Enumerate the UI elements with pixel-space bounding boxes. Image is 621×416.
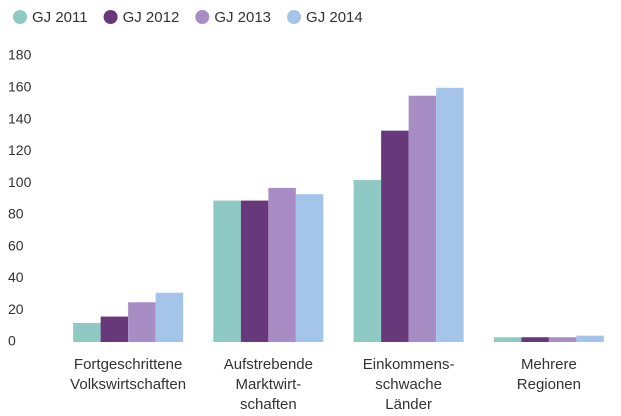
legend-label: GJ 2014 [306, 9, 363, 26]
legend-label: GJ 2011 [32, 9, 88, 26]
bar [213, 200, 241, 342]
bar [100, 316, 129, 342]
bar [576, 335, 604, 342]
bar [295, 194, 324, 342]
bar [521, 337, 549, 342]
bar [240, 200, 269, 342]
bar [408, 95, 437, 342]
y-tick-label: 120 [8, 142, 32, 158]
x-tick-label: Volkswirtschaften [70, 376, 186, 393]
legend-marker [195, 10, 210, 24]
bar [493, 337, 522, 342]
x-tick-label: Marktwirt- [235, 376, 301, 393]
legend-marker [103, 10, 118, 24]
legend-label: GJ 2013 [214, 9, 271, 26]
y-tick-label: 40 [8, 269, 24, 285]
y-tick-label: 140 [8, 110, 32, 126]
x-tick-label: Einkommens- [363, 356, 455, 373]
legend-marker [287, 10, 302, 24]
y-tick-label: 180 [8, 47, 32, 63]
x-tick-label: Aufstrebende [224, 356, 313, 373]
x-tick-label: schwache [375, 376, 442, 393]
y-tick-label: 160 [8, 78, 32, 94]
bar [155, 292, 184, 342]
bar [353, 179, 382, 342]
bar [128, 302, 156, 342]
y-tick-label: 80 [8, 206, 24, 222]
legend-marker [13, 10, 27, 24]
y-tick-label: 20 [8, 301, 24, 317]
y-tick-label: 60 [8, 237, 24, 253]
bar [268, 187, 296, 342]
bar [73, 322, 101, 342]
bar [381, 130, 409, 342]
x-tick-label: schaften [240, 396, 297, 413]
bar [548, 337, 577, 342]
y-tick-label: 0 [8, 333, 16, 349]
x-tick-label: Mehrere [521, 356, 577, 373]
bar [436, 87, 464, 343]
legend-label: GJ 2012 [123, 9, 180, 26]
x-tick-label: Länder [385, 396, 432, 413]
y-tick-label: 100 [8, 174, 32, 190]
x-tick-label: Fortgeschrittene [74, 356, 182, 373]
x-tick-label: Regionen [517, 376, 581, 393]
